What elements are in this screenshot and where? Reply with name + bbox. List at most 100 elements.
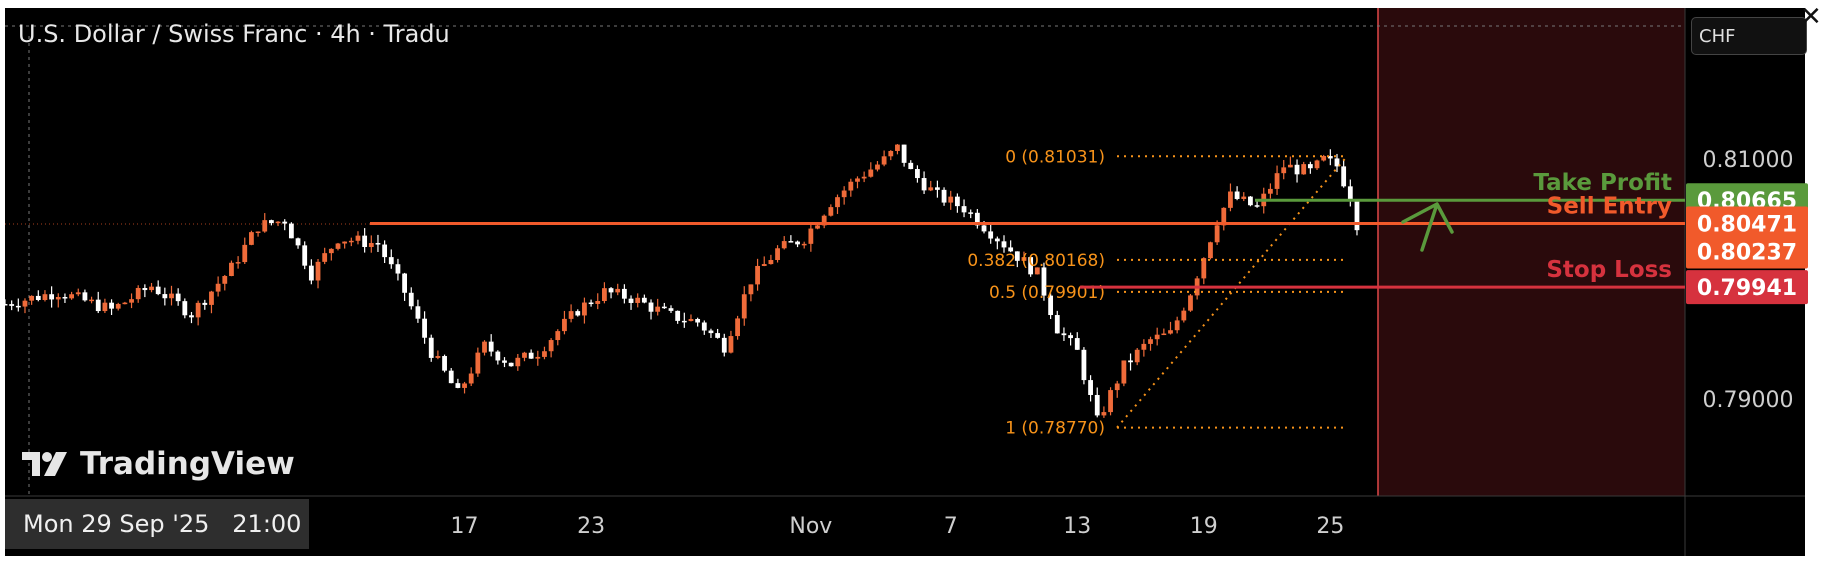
candle-body — [1088, 380, 1093, 395]
candle-body — [242, 244, 248, 263]
candle-body — [1301, 164, 1307, 175]
candle-body — [342, 241, 348, 244]
candle-body — [155, 286, 161, 295]
candle-body — [1008, 247, 1014, 252]
close-icon[interactable]: ✕ — [1800, 2, 1822, 32]
candle-body — [568, 311, 574, 319]
candle-body — [715, 333, 721, 338]
candle-body — [1021, 257, 1027, 261]
candle-body — [455, 383, 461, 388]
x-tick-label: 7 — [944, 514, 958, 539]
candle-body — [475, 352, 481, 374]
candle-body — [1148, 339, 1153, 344]
forecast-arrow-icon — [1401, 202, 1454, 252]
candle-body — [582, 302, 587, 316]
candle-body — [95, 299, 101, 312]
candle-body — [448, 370, 454, 384]
candle-body — [1214, 225, 1220, 243]
candle-body — [888, 150, 894, 157]
candle-body — [1121, 360, 1127, 384]
candle-body — [249, 232, 254, 245]
candle-body — [55, 297, 61, 300]
currency-button[interactable]: CHF — [1691, 17, 1807, 55]
candle-body — [1141, 343, 1147, 350]
tradingview-logo-icon — [22, 452, 67, 476]
candle-body — [1307, 164, 1313, 169]
fib-level-label: 1 (0.78770) — [1005, 419, 1105, 439]
candle-body — [1314, 160, 1320, 169]
candle-body — [988, 231, 994, 239]
candle-body — [275, 221, 281, 224]
candle-body — [1341, 166, 1347, 187]
candle-body — [1334, 158, 1340, 167]
candle-body — [295, 238, 301, 246]
candle-body — [608, 288, 614, 293]
candle-body — [482, 341, 487, 353]
candle-body — [562, 318, 567, 332]
candle-body — [1321, 156, 1327, 161]
x-tick-label: Nov — [789, 514, 832, 539]
candle-body — [29, 295, 35, 301]
candle-body — [462, 383, 467, 388]
candle-body — [209, 291, 214, 305]
candle-body — [721, 337, 727, 353]
candle-body — [1228, 191, 1233, 208]
candle-body — [548, 340, 554, 352]
candle-body — [202, 302, 208, 305]
crosshair-date-label: Mon 29 Sep '25 21:00 — [5, 499, 309, 549]
candle-body — [835, 197, 840, 208]
candle-body — [69, 294, 74, 299]
candle-body — [1248, 196, 1253, 206]
candle-body — [1168, 330, 1173, 334]
candle-body — [22, 300, 28, 307]
candle-body — [661, 306, 667, 309]
candle-body — [775, 248, 780, 261]
candle-body — [1128, 360, 1133, 363]
candle-body — [229, 262, 234, 277]
candle-body — [628, 298, 634, 303]
candle-body — [788, 241, 794, 243]
candle-body — [282, 221, 288, 224]
candle-body — [1354, 200, 1360, 231]
candle-body — [308, 265, 314, 281]
tradingview-logo-text: TradingView — [80, 446, 295, 482]
candle-body — [908, 162, 914, 170]
candle-body — [195, 302, 201, 318]
candle-body — [875, 164, 880, 170]
candle-body — [1268, 188, 1273, 194]
price-tag-value: 0.79941 — [1697, 276, 1797, 301]
price-tag-sell entry — [1686, 206, 1808, 241]
candle-body — [868, 169, 874, 177]
candle-body — [1188, 295, 1193, 311]
candle-body — [1287, 164, 1293, 168]
candle-body — [815, 225, 820, 229]
x-tick-label: 23 — [577, 514, 605, 539]
candle-body — [528, 352, 534, 359]
candle-body — [122, 302, 128, 305]
candle-body — [921, 178, 927, 191]
level-name-take-profit: Take Profit — [1533, 170, 1672, 196]
candle-body — [1241, 196, 1247, 199]
candle-body — [648, 302, 654, 312]
candle-body — [1274, 173, 1280, 189]
candle-body — [402, 273, 407, 293]
candle-body — [1081, 349, 1087, 381]
candle-body — [728, 336, 734, 353]
candle-body — [801, 243, 807, 246]
candle-body — [595, 300, 601, 304]
candle-body — [755, 265, 760, 285]
candle-body — [588, 302, 594, 305]
candle-body — [522, 352, 527, 358]
candle-body — [269, 220, 274, 224]
candle-body — [1208, 242, 1213, 259]
forecast-zone — [1378, 8, 1685, 496]
candle-body — [442, 356, 447, 371]
candle-body — [348, 240, 354, 243]
candle-body — [175, 293, 181, 302]
candle-body — [974, 212, 980, 226]
candle-body — [315, 261, 321, 281]
candle-body — [355, 235, 361, 241]
